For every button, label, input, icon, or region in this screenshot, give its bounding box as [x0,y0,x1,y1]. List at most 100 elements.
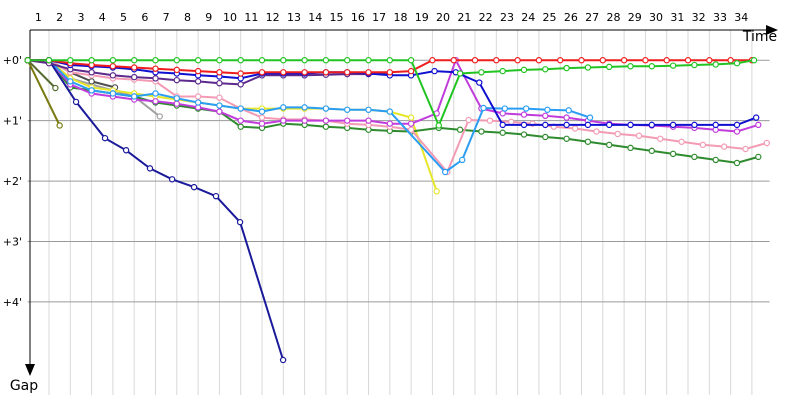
data-point [216,57,223,64]
plot-area [24,57,771,364]
data-point [635,132,643,139]
data-point [152,75,159,82]
data-point [216,102,223,109]
data-point [190,183,198,191]
data-point [407,67,415,75]
data-point [88,78,95,85]
x-tick-label: 29 [628,11,642,24]
data-point [344,57,351,64]
data-point [435,122,442,129]
data-point [578,57,585,64]
x-tick-label: 14 [308,11,322,24]
data-point [301,117,308,124]
data-point [605,63,613,71]
data-point [344,69,351,76]
x-tick-label: 16 [351,11,365,24]
x-tick-label: 25 [543,11,557,24]
data-point [584,64,592,71]
data-point [88,69,95,76]
data-point [386,57,394,64]
data-point [101,134,109,142]
data-point [584,121,592,129]
y-tick-label: +1' [3,115,22,128]
data-point [365,69,372,76]
x-tick-label: 34 [734,11,748,24]
data-point [67,57,74,64]
data-point [72,98,80,106]
data-point [52,84,59,92]
data-point [642,57,649,64]
data-point [344,117,351,124]
data-point [721,143,728,150]
data-point [605,121,613,129]
data-point [216,108,223,115]
data-point [691,121,698,129]
x-tick-label: 4 [99,11,106,24]
x-tick-label: 15 [330,11,344,24]
data-point [520,131,528,138]
data-point [173,66,181,74]
data-point [478,128,485,135]
data-point [614,130,621,138]
data-point [763,139,771,147]
x-tick-label: 13 [287,11,301,24]
data-point [456,126,464,133]
x-tick-label: 20 [436,11,450,24]
data-point [648,121,655,129]
data-point [258,69,266,76]
data-point [407,126,415,133]
data-point [706,57,713,64]
data-point [669,62,677,69]
data-point [407,57,415,64]
data-point [499,67,506,75]
data-point [542,66,549,73]
data-point [194,78,202,85]
data-point [627,121,634,129]
data-point [499,129,506,136]
data-point [627,144,634,152]
data-point [386,108,394,115]
data-point [168,176,176,183]
data-point [122,147,130,154]
data-point [522,105,530,112]
data-point [699,141,707,149]
x-tick-label: 11 [244,11,258,24]
data-point [67,78,74,85]
series-line [27,59,390,86]
data-point [258,57,266,64]
series-line [26,59,57,89]
x-tick-label: 28 [606,11,620,24]
data-point [280,69,287,76]
data-point [752,114,760,121]
x-tick-label: 7 [163,11,170,24]
data-point [508,118,515,126]
data-point [152,57,159,64]
data-point [493,57,500,64]
data-point [236,218,244,226]
data-point [173,100,181,107]
x-tick-label: 23 [500,11,514,24]
data-point [593,128,600,135]
data-point [565,107,572,114]
data-point [486,117,494,124]
data-point [691,153,698,161]
x-tick-label: 22 [479,11,493,24]
data-point [712,156,719,164]
data-point [669,121,677,129]
data-point [657,135,664,142]
data-point [152,90,159,97]
x-tick-label: 3 [77,11,84,24]
data-point [109,90,117,97]
data-point [563,121,570,129]
data-point [733,121,741,129]
x-tick-label: 26 [564,11,578,24]
x-tick-label: 27 [585,11,599,24]
data-point [88,57,95,64]
data-point [648,63,655,70]
data-point [478,69,485,76]
data-point [520,111,528,118]
data-point [152,65,159,72]
data-point [542,121,549,129]
data-point [280,117,287,124]
